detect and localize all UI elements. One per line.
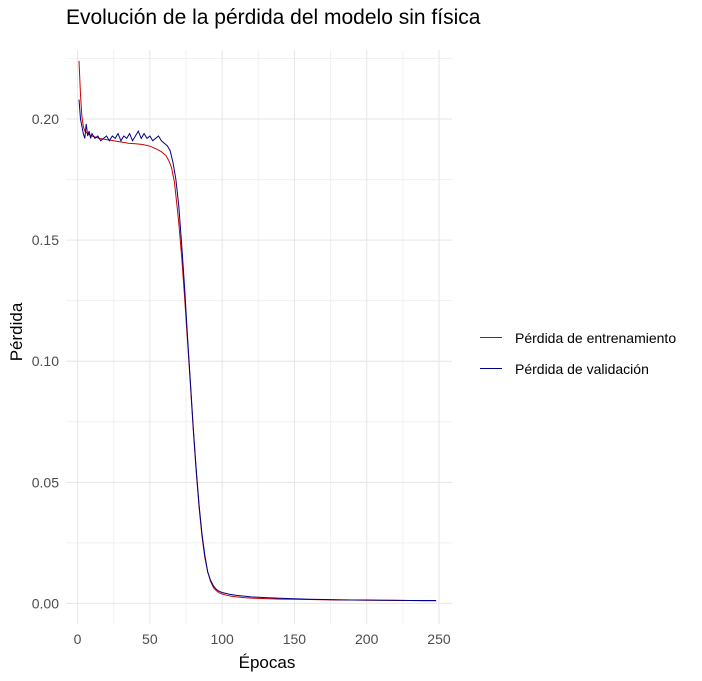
legend-item-validation: Pérdida de validación — [480, 353, 676, 384]
chart-title: Evolución de la pérdida del modelo sin f… — [66, 6, 481, 29]
x-axis-ticks: 0 50 100 150 200 250 — [74, 631, 451, 647]
series-validation-line — [78, 99, 437, 601]
x-axis-title: Épocas — [239, 653, 296, 672]
y-tick-label: 0.20 — [32, 111, 59, 127]
x-tick-label: 50 — [142, 631, 158, 647]
legend-item-training: Pérdida de entrenamiento — [480, 322, 676, 353]
legend-swatch-training — [480, 337, 502, 338]
y-tick-label: 0.10 — [32, 353, 59, 369]
x-tick-label: 250 — [427, 631, 451, 647]
legend-label-validation: Pérdida de validación — [515, 360, 649, 377]
legend: Pérdida de entrenamiento Pérdida de vali… — [480, 322, 676, 384]
y-axis-title: Pérdida — [7, 302, 26, 361]
legend-swatch-validation — [480, 368, 502, 369]
y-tick-label: 0.00 — [32, 595, 59, 611]
x-tick-label: 0 — [74, 631, 82, 647]
y-tick-label: 0.05 — [32, 474, 59, 490]
x-tick-label: 100 — [210, 631, 234, 647]
x-tick-label: 150 — [283, 631, 307, 647]
series-training-line — [78, 60, 437, 602]
x-tick-label: 200 — [355, 631, 379, 647]
y-axis-ticks: 0.00 0.05 0.10 0.15 0.20 — [32, 111, 59, 611]
series-layer — [78, 60, 437, 602]
legend-label-training: Pérdida de entrenamiento — [515, 329, 677, 346]
y-tick-label: 0.15 — [32, 232, 59, 248]
grid — [66, 50, 452, 624]
